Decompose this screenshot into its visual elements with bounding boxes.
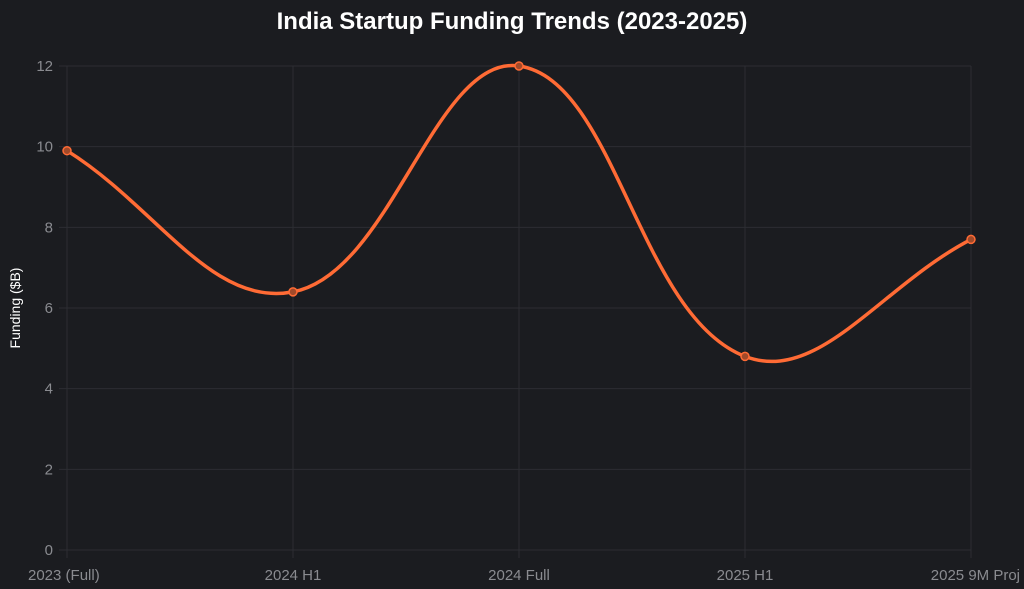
x-tick-label: 2025 9M Proj [931, 567, 1020, 584]
x-tick-label: 2025 H1 [717, 567, 774, 584]
y-tick-label: 2 [45, 461, 53, 478]
y-tick-label: 6 [45, 300, 53, 317]
data-point [62, 145, 72, 156]
chart-title: India Startup Funding Trends (2023-2025) [276, 8, 748, 35]
data-point [288, 287, 298, 297]
x-tick-label: 2024 Full [488, 567, 550, 584]
y-tick-label: 4 [45, 381, 53, 398]
x-tick-label: 2024 H1 [265, 567, 322, 584]
x-tick-label: 2023 (Full) [28, 567, 100, 584]
y-axis-label: Funding ($B) [7, 268, 23, 349]
y-tick-label: 10 [36, 139, 53, 156]
y-tick-label: 8 [45, 219, 53, 236]
y-tick-label: 12 [36, 58, 53, 75]
data-point [514, 61, 524, 71]
data-point [966, 234, 976, 245]
data-point [740, 351, 750, 362]
y-tick-label: 0 [45, 542, 53, 559]
